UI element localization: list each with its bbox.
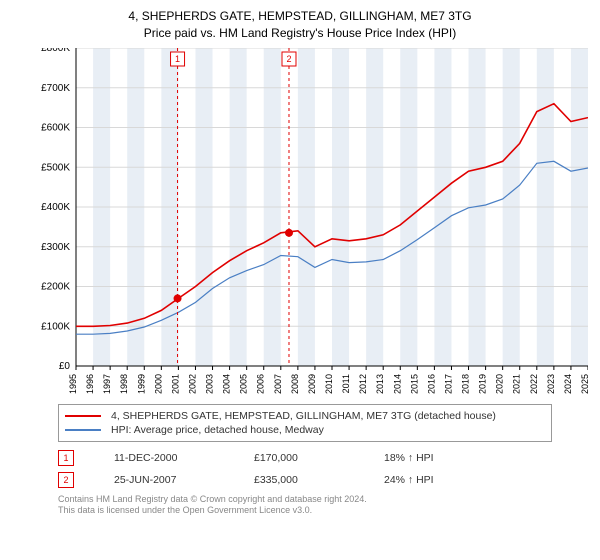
legend-swatch-1 [65, 429, 101, 431]
sale-price-0: £170,000 [254, 452, 344, 464]
svg-text:2024: 2024 [563, 374, 573, 394]
svg-text:2003: 2003 [205, 374, 215, 394]
svg-text:2023: 2023 [546, 374, 556, 394]
sale-marker-icon-0: 1 [58, 450, 74, 466]
svg-text:2000: 2000 [153, 374, 163, 394]
title-line-2: Price paid vs. HM Land Registry's House … [12, 25, 588, 42]
svg-text:£300K: £300K [41, 241, 70, 252]
svg-text:2019: 2019 [478, 374, 488, 394]
svg-text:2018: 2018 [461, 374, 471, 394]
svg-text:£600K: £600K [41, 122, 70, 133]
svg-text:£500K: £500K [41, 162, 70, 173]
sale-row-1: 2 25-JUN-2007 £335,000 24% ↑ HPI [58, 472, 588, 488]
chart-title-block: 4, SHEPHERDS GATE, HEMPSTEAD, GILLINGHAM… [12, 8, 588, 42]
svg-text:2015: 2015 [409, 374, 419, 394]
svg-text:2012: 2012 [358, 374, 368, 394]
svg-text:£700K: £700K [41, 82, 70, 93]
svg-text:1: 1 [175, 54, 180, 64]
svg-text:2001: 2001 [170, 374, 180, 394]
svg-text:2008: 2008 [290, 374, 300, 394]
svg-text:£800K: £800K [41, 48, 70, 54]
chart-container: 4, SHEPHERDS GATE, HEMPSTEAD, GILLINGHAM… [0, 0, 600, 560]
footer-line-1: Contains HM Land Registry data © Crown c… [58, 494, 588, 506]
chart-svg: £0 £100K £200K £300K £400K £500K £600K £700K £80… [30, 48, 588, 396]
svg-text:2006: 2006 [256, 374, 266, 394]
svg-text:2013: 2013 [375, 374, 385, 394]
svg-text:2004: 2004 [222, 374, 232, 394]
svg-text:1995: 1995 [68, 374, 78, 394]
svg-text:2002: 2002 [187, 374, 197, 394]
svg-text:2022: 2022 [529, 374, 539, 394]
sale-diff-1: 24% ↑ HPI [384, 474, 474, 486]
svg-text:2017: 2017 [443, 374, 453, 394]
sale-marker-icon-1: 2 [58, 472, 74, 488]
legend-label-1: HPI: Average price, detached house, Medw… [111, 424, 324, 436]
footer-attribution: Contains HM Land Registry data © Crown c… [58, 494, 588, 517]
sale-date-1: 25-JUN-2007 [114, 474, 214, 486]
sale-diff-0: 18% ↑ HPI [384, 452, 474, 464]
svg-text:2020: 2020 [495, 374, 505, 394]
svg-text:2014: 2014 [392, 374, 402, 394]
sale-row-0: 1 11-DEC-2000 £170,000 18% ↑ HPI [58, 450, 588, 466]
sale-date-0: 11-DEC-2000 [114, 452, 214, 464]
sale-price-1: £335,000 [254, 474, 344, 486]
svg-text:2011: 2011 [341, 374, 351, 393]
svg-text:2009: 2009 [307, 374, 317, 394]
footer-line-2: This data is licensed under the Open Gov… [58, 505, 588, 517]
legend-swatch-0 [65, 415, 101, 417]
svg-text:2025: 2025 [580, 374, 588, 394]
svg-text:£400K: £400K [41, 202, 70, 213]
title-line-1: 4, SHEPHERDS GATE, HEMPSTEAD, GILLINGHAM… [12, 8, 588, 25]
legend-row-0: 4, SHEPHERDS GATE, HEMPSTEAD, GILLINGHAM… [65, 409, 545, 423]
svg-text:2005: 2005 [239, 374, 249, 394]
svg-text:1997: 1997 [102, 374, 112, 394]
svg-text:2016: 2016 [426, 374, 436, 394]
svg-text:2: 2 [286, 54, 291, 64]
svg-text:£0: £0 [59, 361, 71, 372]
legend-row-1: HPI: Average price, detached house, Medw… [65, 423, 545, 437]
svg-text:2010: 2010 [324, 374, 334, 394]
svg-text:1999: 1999 [136, 374, 146, 394]
svg-text:£100K: £100K [41, 321, 70, 332]
sales-table: 1 11-DEC-2000 £170,000 18% ↑ HPI 2 25-JU… [58, 450, 588, 488]
svg-text:1998: 1998 [119, 374, 129, 394]
svg-text:2007: 2007 [273, 374, 283, 394]
svg-text:£200K: £200K [41, 281, 70, 292]
svg-text:1996: 1996 [85, 374, 95, 394]
legend-box: 4, SHEPHERDS GATE, HEMPSTEAD, GILLINGHAM… [58, 404, 552, 442]
legend-label-0: 4, SHEPHERDS GATE, HEMPSTEAD, GILLINGHAM… [111, 410, 496, 422]
chart-plot-area: £0 £100K £200K £300K £400K £500K £600K £700K £80… [30, 48, 588, 396]
svg-text:2021: 2021 [512, 374, 522, 394]
